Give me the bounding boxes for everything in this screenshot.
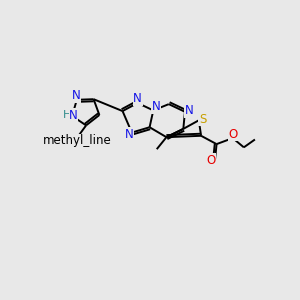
Text: N: N: [72, 89, 81, 102]
Text: N: N: [125, 128, 134, 141]
Text: N: N: [133, 92, 142, 105]
Text: O: O: [206, 154, 216, 167]
Text: methyl_line: methyl_line: [43, 134, 111, 147]
Text: O: O: [229, 128, 238, 141]
Text: N: N: [184, 104, 193, 117]
Text: H: H: [63, 110, 71, 120]
Text: S: S: [199, 113, 206, 126]
Text: N: N: [69, 109, 78, 122]
Text: N: N: [152, 100, 161, 113]
